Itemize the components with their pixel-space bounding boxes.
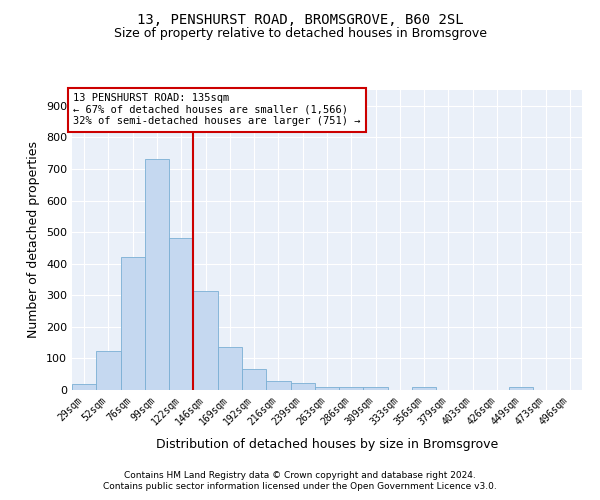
- Bar: [96, 350, 121, 390]
- Y-axis label: Number of detached properties: Number of detached properties: [28, 142, 40, 338]
- Bar: [193, 290, 218, 390]
- X-axis label: Distribution of detached houses by size in Bromsgrove: Distribution of detached houses by size …: [156, 438, 498, 451]
- Bar: [145, 160, 169, 390]
- Text: Contains HM Land Registry data © Crown copyright and database right 2024.: Contains HM Land Registry data © Crown c…: [124, 471, 476, 480]
- Bar: [364, 387, 388, 390]
- Bar: [266, 381, 290, 390]
- Bar: [290, 383, 315, 390]
- Bar: [412, 387, 436, 390]
- Bar: [315, 387, 339, 390]
- Bar: [509, 387, 533, 390]
- Text: 13 PENSHURST ROAD: 135sqm
← 67% of detached houses are smaller (1,566)
32% of se: 13 PENSHURST ROAD: 135sqm ← 67% of detac…: [73, 93, 361, 126]
- Bar: [169, 238, 193, 390]
- Text: 13, PENSHURST ROAD, BROMSGROVE, B60 2SL: 13, PENSHURST ROAD, BROMSGROVE, B60 2SL: [137, 12, 463, 26]
- Bar: [218, 348, 242, 390]
- Text: Contains public sector information licensed under the Open Government Licence v3: Contains public sector information licen…: [103, 482, 497, 491]
- Bar: [339, 387, 364, 390]
- Text: Size of property relative to detached houses in Bromsgrove: Size of property relative to detached ho…: [113, 28, 487, 40]
- Bar: [242, 368, 266, 390]
- Bar: [121, 258, 145, 390]
- Bar: [72, 384, 96, 390]
